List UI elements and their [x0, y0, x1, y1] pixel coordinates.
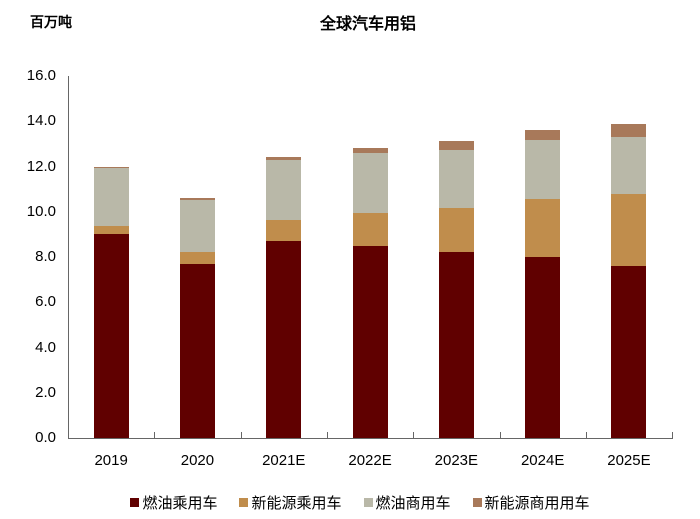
- y-axis-unit-label: 百万吨: [30, 15, 72, 31]
- bar-segment: [438, 208, 474, 253]
- bar-segment: [93, 234, 129, 438]
- bar-stack: [438, 141, 474, 438]
- bar-segment: [179, 252, 215, 264]
- bar-stack: [93, 166, 129, 438]
- bar-segment: [611, 123, 647, 138]
- legend-swatch-icon: [472, 498, 482, 507]
- bar-stack: [179, 197, 215, 438]
- y-tick-label: 6.0: [35, 293, 56, 311]
- bar-segment: [93, 167, 129, 227]
- y-tick-label: 0.0: [35, 429, 56, 446]
- y-axis-line: [68, 76, 69, 439]
- legend-swatch-icon: [239, 498, 249, 507]
- y-tick-label: 2.0: [35, 383, 56, 401]
- bar-stack: [266, 156, 302, 438]
- bar-segment: [525, 199, 561, 257]
- bar-segment: [352, 212, 388, 246]
- bar-segment: [179, 197, 215, 201]
- bar-segment: [266, 156, 302, 160]
- legend-swatch-icon: [363, 498, 373, 507]
- legend-swatch-icon: [130, 498, 140, 507]
- legend: 燃油乘用车 新能源乘用车 燃油商用车 新能源商用用车: [0, 492, 700, 513]
- x-tick-mark: [154, 432, 156, 438]
- bar-segment: [611, 137, 647, 194]
- bar-segment: [266, 159, 302, 220]
- legend-label: 新能源乘用车: [251, 494, 342, 512]
- y-tick-label: 8.0: [35, 248, 56, 265]
- x-tick-mark: [326, 432, 328, 438]
- bar-segment: [179, 263, 215, 438]
- chart-title: 全球汽车用铝: [319, 14, 416, 33]
- x-tick-label: 2021E: [262, 452, 306, 469]
- x-axis-line: [68, 438, 673, 439]
- bar-segment: [525, 256, 561, 438]
- x-tick-label: 2024E: [520, 452, 565, 469]
- legend-label: 燃油乘用车: [142, 494, 218, 512]
- x-tick-mark: [672, 432, 674, 438]
- legend-item: 燃油乘用车: [130, 492, 217, 513]
- y-tick-label: 16.0: [26, 67, 56, 84]
- x-tick-label: 2022E: [348, 452, 392, 469]
- y-tick-label: 4.0: [35, 338, 56, 356]
- legend-item: 新能源商用用车: [472, 492, 590, 513]
- legend-label: 新能源商用用车: [484, 494, 590, 512]
- x-tick-label: 2019: [94, 452, 128, 469]
- bar-segment: [611, 193, 647, 267]
- bar-segment: [438, 252, 474, 438]
- y-tick-label: 12.0: [26, 157, 56, 175]
- bar-stack: [352, 147, 388, 438]
- x-tick-label: 2025E: [607, 452, 651, 469]
- legend-item: 燃油商用车: [363, 492, 451, 513]
- bar-segment: [93, 226, 129, 235]
- bar-segment: [266, 241, 302, 438]
- x-tick-mark: [585, 432, 587, 438]
- y-tick-label: 14.0: [26, 112, 56, 130]
- bar-segment: [438, 141, 474, 150]
- x-tick-label: 2020: [180, 452, 215, 469]
- bar-segment: [352, 152, 388, 213]
- x-tick-mark: [240, 432, 242, 438]
- bar-segment: [179, 200, 215, 253]
- bar-segment: [525, 130, 561, 141]
- x-tick-label: 2023E: [434, 452, 479, 469]
- bar-segment: [611, 266, 647, 438]
- legend-item: 新能源乘用车: [239, 492, 342, 513]
- bar-stack: [611, 123, 647, 438]
- bar-stack: [525, 130, 561, 438]
- legend-label: 燃油商用车: [375, 494, 451, 512]
- bar-segment: [438, 149, 474, 209]
- bar-segment: [352, 147, 388, 153]
- x-tick-mark: [413, 432, 415, 438]
- bar-segment: [525, 140, 561, 200]
- bar-segment: [266, 219, 302, 242]
- bar-segment: [352, 245, 388, 438]
- y-tick-label: 10.0: [26, 202, 56, 220]
- bar-segment: [93, 166, 129, 168]
- x-tick-mark: [499, 432, 501, 438]
